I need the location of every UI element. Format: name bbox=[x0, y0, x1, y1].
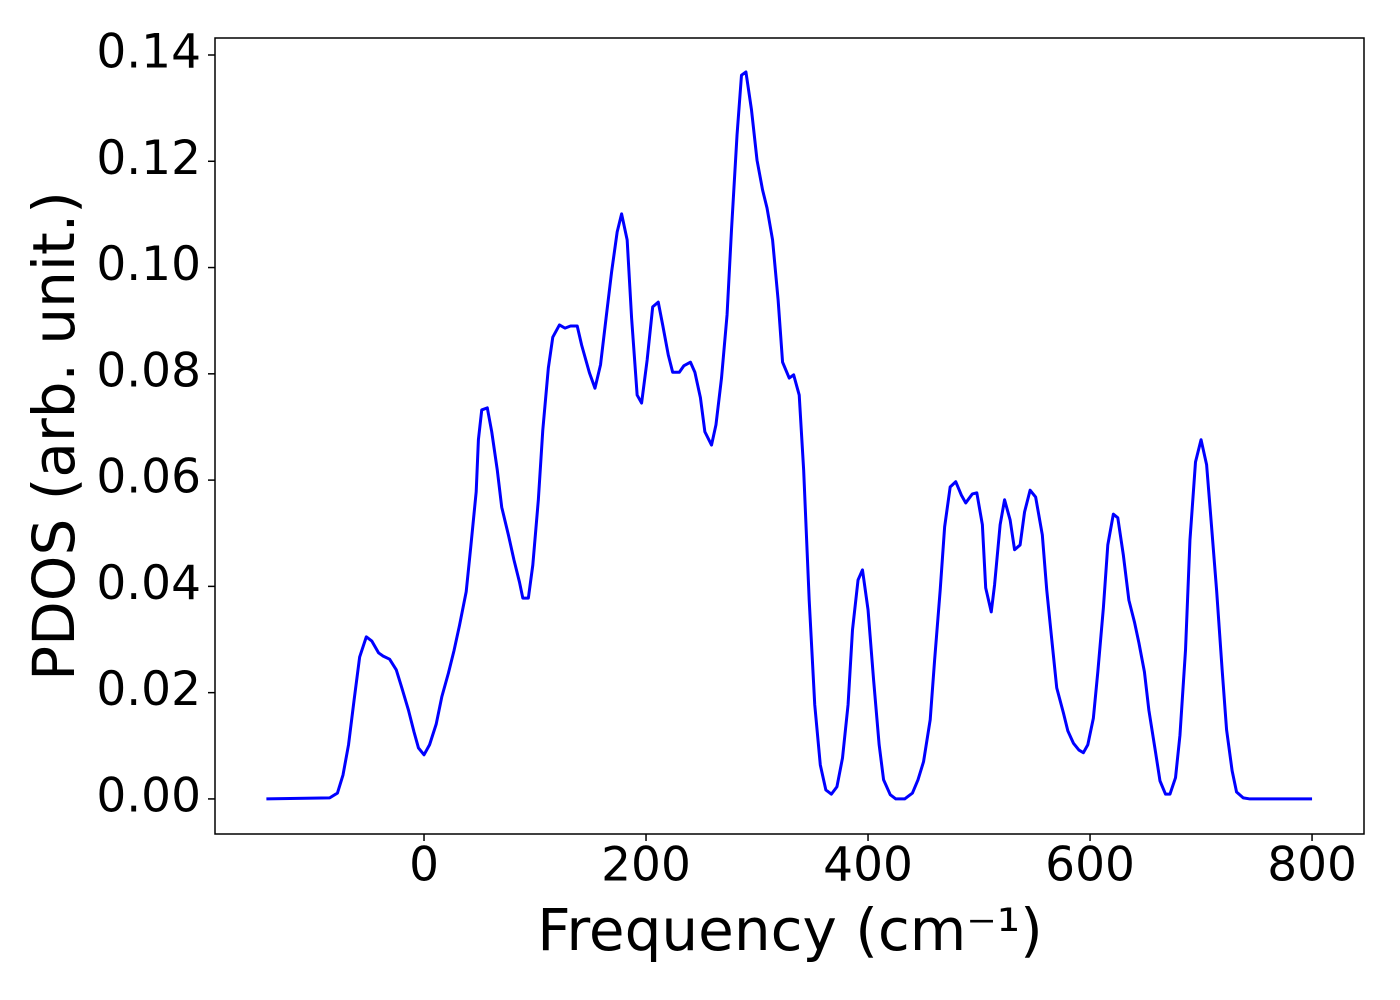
y-tick-label: 0.10 bbox=[96, 237, 201, 292]
y-tick-label: 0.08 bbox=[96, 343, 201, 398]
y-tick-label: 0.14 bbox=[96, 25, 201, 80]
y-axis-label: PDOS (arb. unit.) bbox=[20, 191, 88, 681]
data-line bbox=[266, 70, 1313, 801]
x-tick-label: 600 bbox=[1045, 838, 1135, 893]
y-tick-label: 0.00 bbox=[96, 768, 201, 823]
x-axis-label: Frequency (cm⁻¹) bbox=[537, 896, 1043, 964]
x-tick-label: 0 bbox=[409, 838, 439, 893]
y-tick-label: 0.12 bbox=[96, 131, 201, 186]
x-tick-label: 400 bbox=[823, 838, 913, 893]
y-tick-label: 0.04 bbox=[96, 556, 201, 611]
x-tick-label: 200 bbox=[601, 838, 691, 893]
y-tick-label: 0.06 bbox=[96, 450, 201, 505]
y-tick-label: 0.02 bbox=[96, 662, 201, 717]
x-tick-label: 800 bbox=[1267, 838, 1357, 893]
plot-frame bbox=[214, 37, 1365, 835]
